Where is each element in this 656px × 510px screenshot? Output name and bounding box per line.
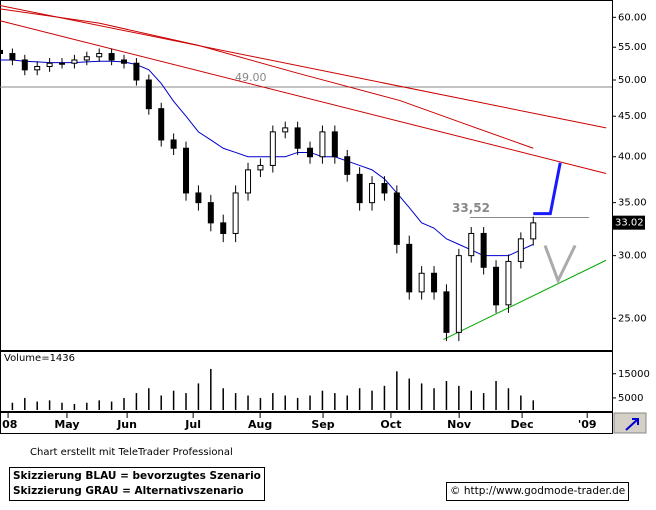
x-tick-label: Nov: [447, 418, 472, 431]
x-tick-label: May: [54, 418, 79, 431]
candle-body: [207, 202, 214, 224]
level-label: 49.00: [235, 71, 267, 84]
legend-line: Skizzierung BLAU = bevorzugtes Szenario: [13, 470, 261, 482]
x-tick-label: Dec: [511, 418, 534, 431]
price-panel: [0, 0, 613, 351]
volume-tick-label: 5000: [618, 393, 643, 404]
x-tick-label: Sep: [311, 418, 334, 431]
candle-body: [356, 173, 363, 204]
volume-label: Volume=1436: [4, 353, 75, 364]
candle-body: [257, 164, 264, 171]
y-tick-label: 60.00: [618, 12, 647, 23]
candle-body: [108, 53, 115, 61]
candle-body: [381, 183, 388, 194]
candle-body: [145, 79, 152, 110]
x-axis-panel: [0, 412, 613, 434]
candle-body: [220, 222, 227, 234]
candle-body: [232, 192, 239, 234]
volume-tick-label: 15000: [618, 369, 650, 380]
candle-body: [517, 238, 524, 262]
volume-panel: [0, 351, 613, 412]
y-tick-label: 50.00: [618, 75, 647, 86]
candle-body: [406, 243, 413, 293]
tool-icon: [625, 418, 639, 431]
candle-body: [282, 127, 289, 133]
candle-body: [183, 147, 190, 194]
candle-body: [0, 49, 3, 55]
last-price-label: 33.02: [615, 218, 644, 229]
overlay-line: [533, 162, 562, 216]
overlay-line: [543, 244, 577, 285]
candle-body: [480, 232, 487, 268]
candle-body: [59, 62, 66, 65]
candle-body: [9, 53, 16, 61]
y-tick-label: 45.00: [618, 111, 647, 122]
chart: Volume=1436 25.00 30.00 35.00 40.00 45.00 50.…: [0, 0, 650, 434]
candle-body: [21, 59, 28, 71]
overlay-line: [0, 59, 534, 257]
x-tick-label: Oct: [380, 418, 401, 431]
candle-body: [468, 232, 475, 257]
candle-body: [431, 272, 438, 293]
candle-body: [530, 222, 537, 240]
candle-body: [158, 108, 165, 141]
x-tick-label: Aug: [248, 418, 272, 431]
candle-body: [319, 131, 326, 158]
credit: Chart erstellt mit TeleTrader Profession…: [30, 447, 233, 458]
candle-body: [83, 56, 90, 61]
candle-body: [46, 62, 53, 68]
overlay-line: [443, 259, 607, 341]
candle-body: [71, 59, 78, 64]
tool-button[interactable]: [613, 412, 647, 434]
candle-body: [443, 291, 450, 333]
candle-body: [505, 260, 512, 306]
x-tick-label: '09: [578, 418, 597, 431]
y-tick-label: 35.00: [618, 198, 647, 209]
y-tick-label: 55.00: [618, 42, 647, 53]
candle-body: [245, 169, 252, 194]
candle-body: [331, 131, 338, 158]
level-label: 33,52: [452, 201, 490, 215]
candle-body: [133, 62, 140, 81]
candle-body: [121, 59, 128, 64]
copyright[interactable]: © http://www.godmode-trader.de: [446, 482, 630, 501]
candle-body: [96, 53, 103, 58]
candle-body: [455, 255, 462, 333]
candle-body: [269, 131, 276, 166]
overlay-line: [0, 5, 607, 129]
candle-body: [418, 272, 425, 293]
last-price-box: [613, 215, 645, 230]
candle-body: [195, 192, 202, 204]
candle-body: [294, 127, 301, 149]
y-tick-label: 40.00: [618, 152, 647, 163]
candle-body: [34, 66, 41, 71]
y-tick-label: 30.00: [618, 251, 647, 262]
overlay-line: [0, 8, 534, 149]
legend-line: Skizzierung GRAU = Alternativszenario: [13, 485, 244, 497]
candle-body: [307, 147, 314, 158]
x-tick-label: Jul: [184, 418, 201, 431]
x-tick-label: Jun: [116, 418, 137, 431]
candle-body: [344, 156, 351, 175]
legend-box: Skizzierung BLAU = bevorzugtes Szenario …: [9, 467, 265, 501]
x-tick-label: '08: [0, 418, 17, 431]
candle-body: [369, 183, 376, 204]
candle-body: [393, 192, 400, 245]
overlay-line: [0, 20, 607, 174]
candle-body: [493, 266, 500, 306]
y-tick-label: 25.00: [618, 313, 647, 324]
candle-body: [170, 139, 177, 149]
